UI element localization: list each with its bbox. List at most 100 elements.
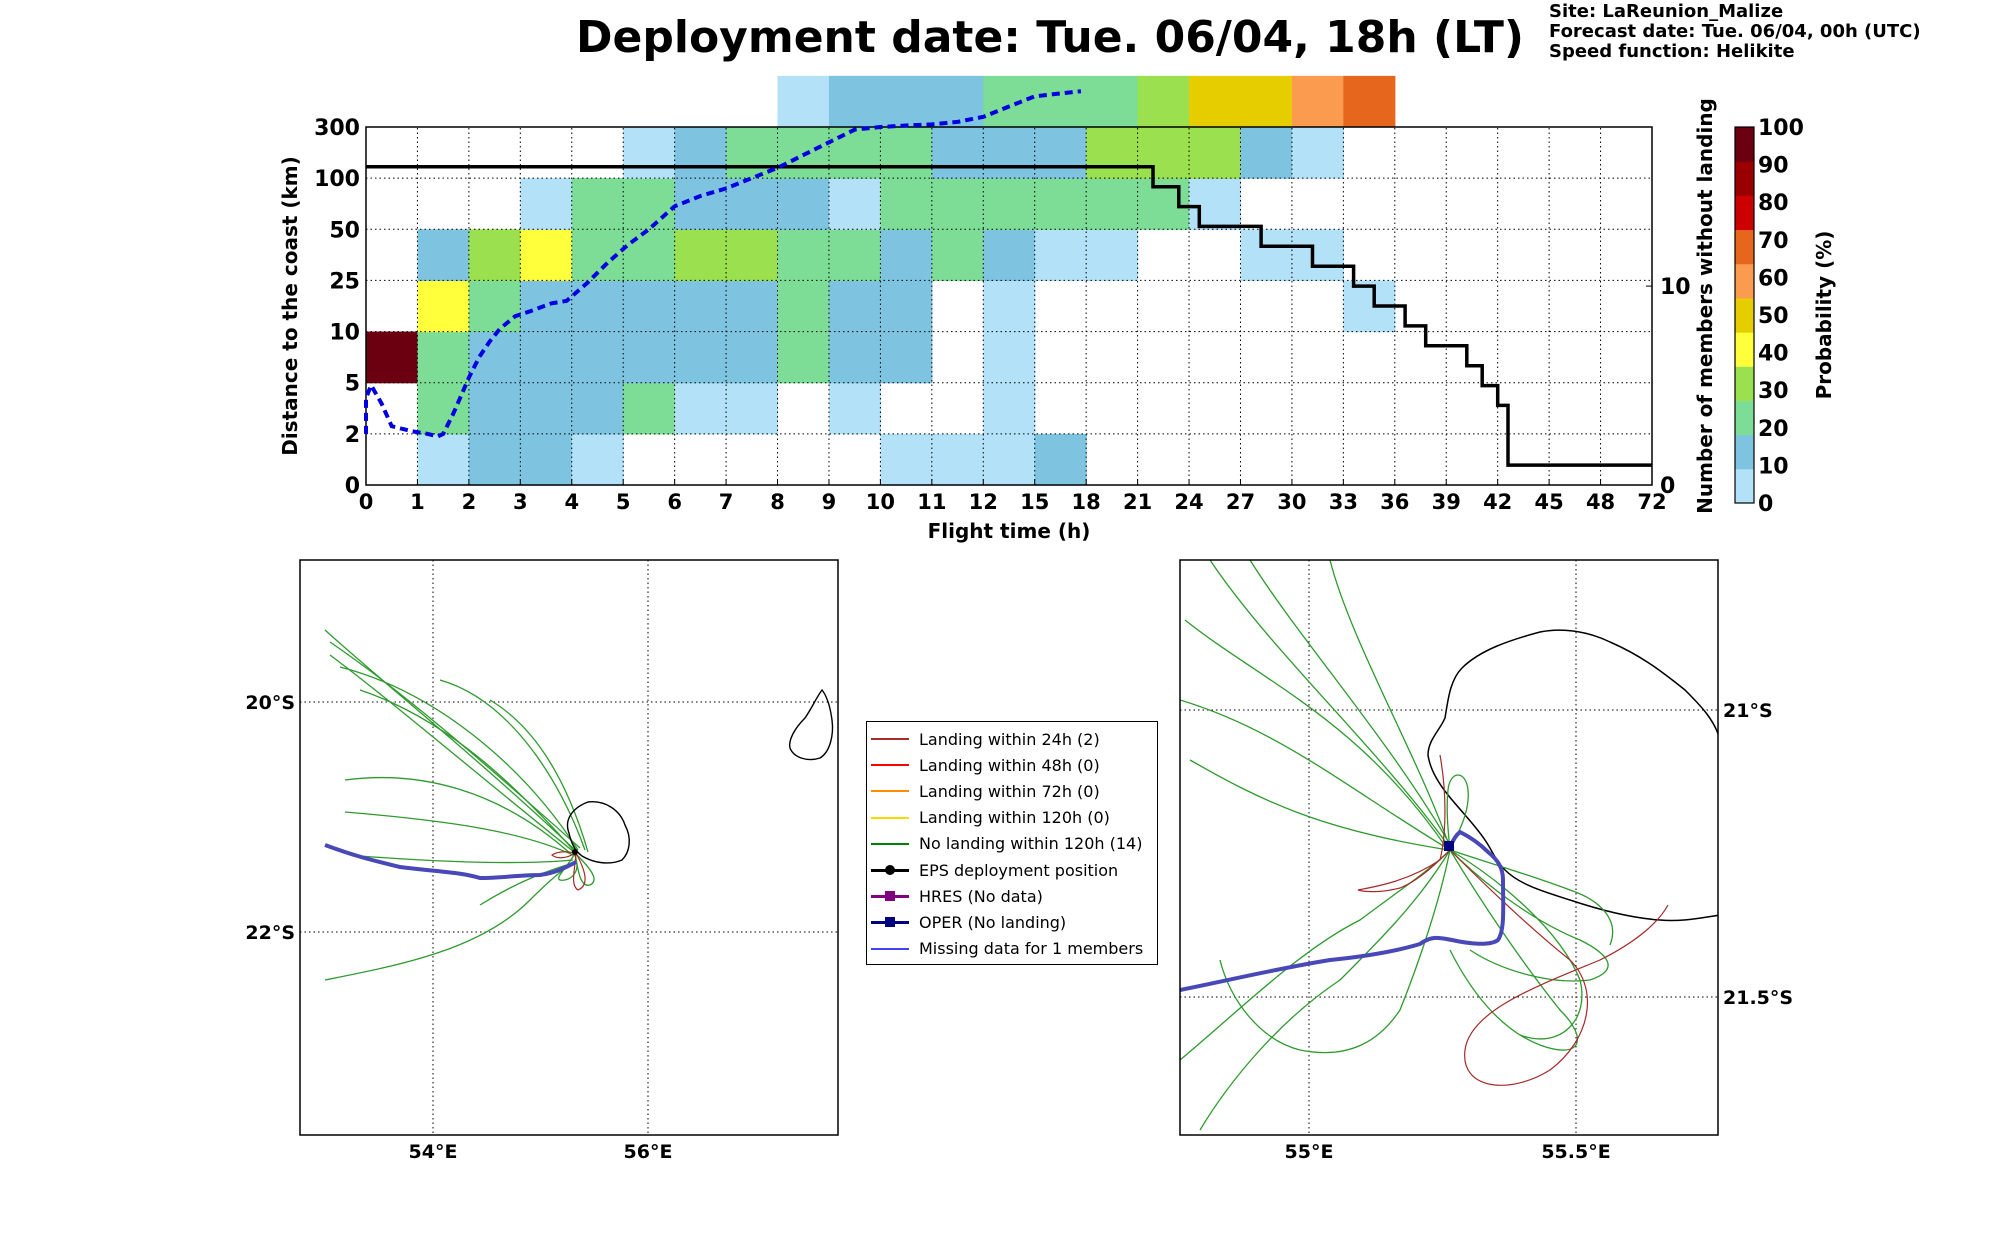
heatmap-cell bbox=[931, 433, 984, 486]
member-trajectory bbox=[1449, 849, 1609, 982]
colorbar-tick-label: 90 bbox=[1758, 154, 1789, 179]
heatmap-cell bbox=[1291, 75, 1344, 128]
heatmap-x-tick-label: 36 bbox=[1380, 490, 1409, 514]
heatmap-cell bbox=[1034, 75, 1087, 128]
heatmap-cell bbox=[520, 229, 573, 282]
map-x-tick-label: 55°E bbox=[1285, 1141, 1334, 1163]
heatmap-cell bbox=[777, 331, 830, 384]
heatmap-cell bbox=[828, 280, 881, 333]
legend-swatch bbox=[871, 812, 909, 824]
legend-swatch bbox=[871, 864, 909, 876]
heatmap-cell bbox=[880, 178, 933, 230]
heatmap-cell bbox=[1291, 229, 1344, 282]
heatmap-cell bbox=[468, 280, 521, 333]
member-trajectory bbox=[1219, 849, 1451, 1054]
heatmap-cell bbox=[880, 127, 933, 179]
regional-map-frame bbox=[299, 559, 839, 1136]
heatmap-cell bbox=[1086, 229, 1139, 282]
page-title: Deployment date: Tue. 06/04, 18h (LT) bbox=[576, 12, 1524, 63]
zoomed-map-frame bbox=[1179, 559, 1719, 1136]
heatmap-cell bbox=[931, 127, 984, 179]
square-marker-icon bbox=[885, 917, 895, 928]
heatmap-cell bbox=[880, 433, 933, 486]
colorbar-ticks: 0 10 20 30 40 50 60 70 80 90 100 bbox=[1758, 116, 1804, 517]
heatmap-x-tick-label: 15 bbox=[1020, 490, 1049, 514]
heatmap-cell bbox=[1137, 75, 1190, 128]
heatmap-cell bbox=[623, 127, 676, 179]
heatmap-y2-ticks: 0 10 bbox=[1646, 275, 1691, 499]
legend-swatch bbox=[871, 890, 909, 902]
heatmap-cell bbox=[571, 178, 624, 230]
legend-label: EPS deployment position bbox=[919, 860, 1119, 880]
member-trajectory bbox=[359, 855, 574, 864]
colorbar-bin bbox=[1735, 434, 1754, 470]
colorbar-label: Probability (%) bbox=[1812, 231, 1836, 400]
heatmap-cell bbox=[417, 280, 470, 333]
heatmap-x-tick-label: 11 bbox=[917, 490, 946, 514]
heatmap-cell bbox=[726, 229, 779, 282]
heatmap-cell bbox=[828, 178, 881, 230]
members-without-landing-line bbox=[366, 165, 1652, 467]
heatmap-x-tick-label: 33 bbox=[1329, 490, 1358, 514]
heatmap-cell bbox=[1086, 127, 1139, 179]
heatmap-cell bbox=[983, 433, 1036, 486]
legend-label: OPER (No landing) bbox=[919, 912, 1067, 932]
colorbar-bin bbox=[1735, 195, 1754, 231]
member-trajectory bbox=[439, 679, 586, 851]
heatmap-cell bbox=[468, 229, 521, 282]
heatmap-x-tick-label: 39 bbox=[1432, 490, 1461, 514]
circle-marker-icon bbox=[885, 865, 895, 876]
colorbar-bin bbox=[1735, 161, 1754, 196]
heatmap-series-lines bbox=[364, 89, 1652, 467]
heatmap-cell bbox=[828, 331, 881, 384]
legend-swatch bbox=[871, 916, 909, 928]
heatmap-cell bbox=[828, 382, 881, 435]
legend-label: No landing within 120h (14) bbox=[919, 834, 1143, 854]
heatmap-cell bbox=[571, 382, 624, 435]
heatmap-cell bbox=[1343, 75, 1396, 128]
heatmap-cell bbox=[1189, 75, 1242, 128]
colorbar-bin bbox=[1735, 297, 1754, 333]
heatmap-cell bbox=[777, 75, 830, 128]
heatmap-cell bbox=[674, 382, 727, 435]
legend-swatch bbox=[871, 943, 909, 955]
colorbar-bin bbox=[1735, 127, 1754, 162]
heatmap-cell bbox=[1137, 127, 1190, 179]
colorbar-tick-label: 20 bbox=[1758, 417, 1789, 442]
map-x-tick-label: 55.5°E bbox=[1541, 1141, 1610, 1163]
colorbar-frame bbox=[1734, 126, 1755, 504]
heatmap-cell bbox=[828, 127, 881, 179]
heatmap-cell bbox=[1034, 433, 1087, 486]
heatmap-x-tick-label: 9 bbox=[822, 490, 837, 514]
heatmap-cell bbox=[366, 331, 419, 384]
colorbar-tick-label: 100 bbox=[1758, 116, 1804, 141]
heatmap-cell bbox=[777, 280, 830, 333]
heatmap-gridlines bbox=[366, 127, 1652, 485]
heatmap-x-tick-label: 4 bbox=[564, 490, 579, 514]
member-trajectory bbox=[1180, 699, 1451, 851]
median-distance-line bbox=[364, 89, 1082, 439]
trajectory-legend: Landing within 24h (2) Landing within 48h… bbox=[866, 721, 1158, 965]
site-label: Site: LaReunion_Malize bbox=[1549, 1, 1784, 22]
member-trajectory bbox=[329, 654, 575, 853]
member-trajectory bbox=[324, 629, 576, 851]
heatmap-x-tick-label: 18 bbox=[1072, 490, 1101, 514]
heatmap-cell bbox=[571, 280, 624, 333]
heatmap-cell bbox=[828, 229, 881, 282]
member-trajectory bbox=[344, 776, 573, 856]
member-trajectory bbox=[1180, 849, 1451, 1061]
heatmap-cell bbox=[520, 280, 573, 333]
member-trajectory bbox=[1199, 849, 1451, 1131]
heatmap-cell bbox=[623, 331, 676, 384]
heatmap-cell bbox=[880, 280, 933, 333]
heatmap-x-tick-label: 6 bbox=[667, 490, 682, 514]
heatmap-y-tick-label: 0 bbox=[345, 474, 360, 499]
member-trajectory bbox=[1446, 774, 1469, 851]
heatmap-x-tick-label: 21 bbox=[1123, 490, 1152, 514]
heatmap-cell bbox=[520, 331, 573, 384]
oper-deployment-marker bbox=[1444, 841, 1454, 851]
heatmap-x-tick-label: 1 bbox=[410, 490, 425, 514]
probability-colorbar: 0 10 20 30 40 50 60 70 80 90 100 Probability (%) bbox=[1734, 116, 1836, 517]
heatmap-cell bbox=[1240, 127, 1293, 179]
heatmap-cell bbox=[983, 178, 1036, 230]
